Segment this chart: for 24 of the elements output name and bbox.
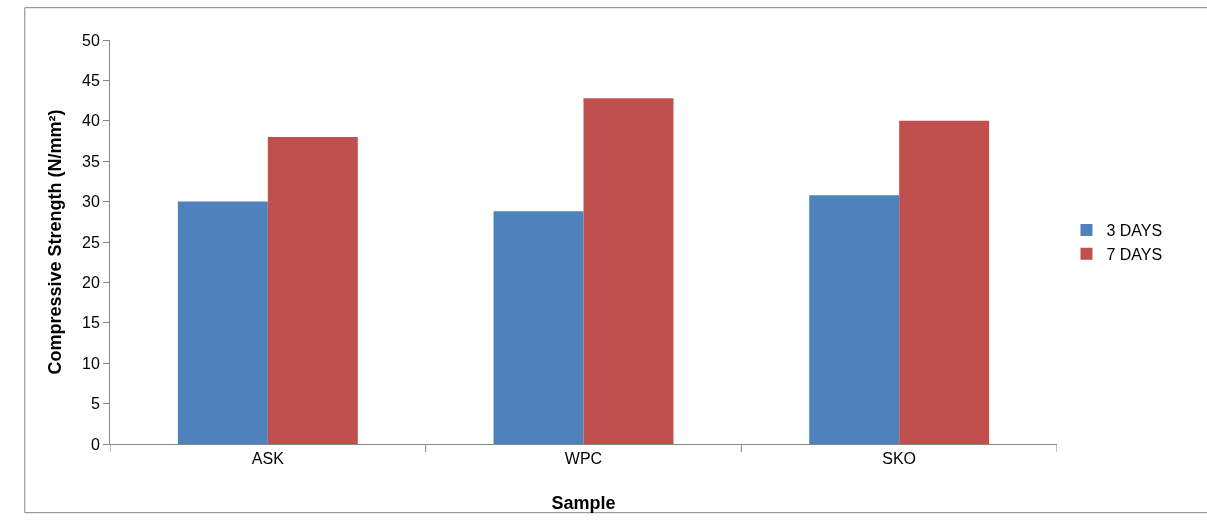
- legend-label: 7 DAYS: [1106, 245, 1163, 263]
- y-tick-label: 20: [82, 274, 100, 291]
- x-tick-label: ASK: [251, 450, 285, 468]
- x-axis-title: Sample: [551, 493, 616, 514]
- bar: [267, 136, 358, 444]
- y-tick-label: 0: [90, 435, 100, 453]
- bar: [493, 211, 584, 444]
- y-tick-label: 10: [82, 354, 100, 372]
- y-tick-label: 30: [82, 193, 100, 211]
- bar: [809, 195, 900, 444]
- y-tick-label: 5: [90, 395, 100, 413]
- x-tick-label: WPC: [564, 450, 603, 468]
- y-tick-label: 25: [82, 233, 100, 251]
- y-tick-label: 15: [82, 314, 100, 332]
- y-axis-title: Compressive Strength (N/mm²): [45, 109, 66, 375]
- y-tick-label: 50: [82, 31, 100, 49]
- bar: [583, 98, 674, 444]
- y-tick-label: 35: [82, 152, 100, 170]
- bar: [177, 201, 268, 444]
- bar: [899, 120, 990, 444]
- legend-label: 3 DAYS: [1106, 222, 1163, 240]
- y-tick-label: 40: [82, 112, 100, 130]
- y-tick-label: 45: [82, 72, 100, 89]
- x-tick-label: SKO: [882, 450, 917, 468]
